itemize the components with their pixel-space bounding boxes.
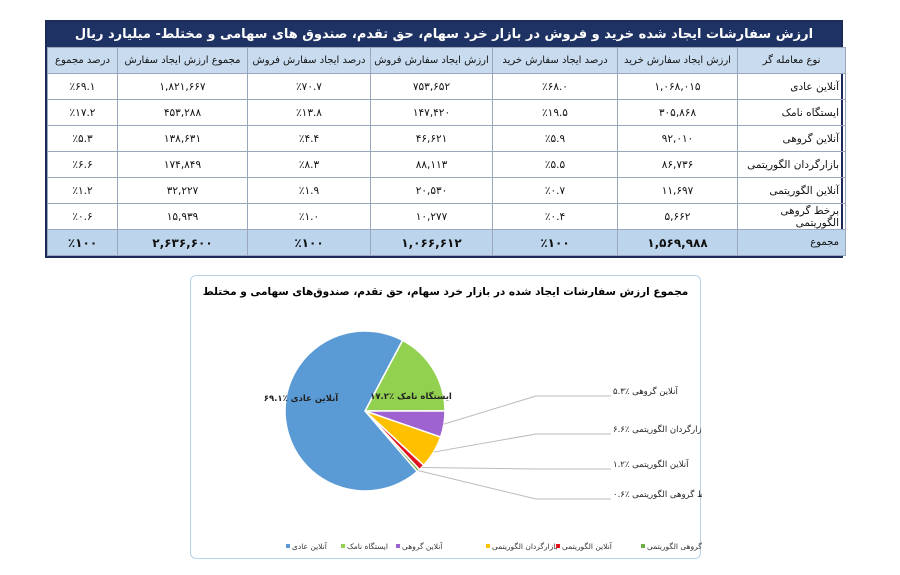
- table-cell: ۵,۶۶۲: [617, 203, 738, 230]
- table-cell: بازارگردان الگوریتمی: [737, 151, 846, 178]
- data-label: آنلاین الگوریتمی ٪۱.۲: [613, 458, 689, 470]
- leader-line: [418, 470, 611, 500]
- table-cell: ٪۶۸.۰: [492, 73, 618, 100]
- pie-slice: [284, 330, 419, 492]
- table-cell: ٪۴.۴: [247, 125, 371, 152]
- legend-swatch: [641, 544, 645, 548]
- table-cell: ۱۵,۹۳۹: [117, 203, 248, 230]
- data-label: آنلاین گروهی ٪۵.۳: [613, 385, 678, 397]
- table-cell: ۳۰۵,۸۶۸: [617, 99, 738, 126]
- table-row: بازارگردان الگوریتمی ۸۶,۷۳۶ ٪۵.۵ ۸۸,۱۱۳ ٪۸.۳…: [47, 151, 846, 178]
- table-cell: ٪۵.۹: [492, 125, 618, 152]
- table-cell: ٪۱۷.۲: [47, 99, 118, 126]
- table-cell: ٪۷۰.۷: [247, 73, 371, 100]
- data-label: برخط گروهی الگوریتمی ٪۰.۶: [613, 489, 702, 500]
- leader-line: [433, 433, 611, 453]
- data-label: آنلاین عادی ٪۶۹.۱: [264, 392, 340, 404]
- legend-swatch: [556, 544, 560, 548]
- leader-line: [421, 466, 611, 470]
- table-cell: ایستگاه نامک: [737, 99, 846, 126]
- table-cell: ۱۳۸,۶۳۱: [117, 125, 248, 152]
- table-cell: ٪۱۹.۵: [492, 99, 618, 126]
- table-row: آنلاین عادی ۱,۰۶۸,۰۱۵ ٪۶۸.۰ ۷۵۳,۶۵۲ ٪۷۰.۷ ۱,۸…: [47, 73, 846, 100]
- total-row: مجموع ۱,۵۶۹,۹۸۸ ٪۱۰۰ ۱,۰۶۶,۶۱۲ ٪۱۰۰ ۲,۶۳۶,۶۰۰…: [47, 229, 846, 256]
- table-row: ایستگاه نامک ۳۰۵,۸۶۸ ٪۱۹.۵ ۱۴۷,۴۲۰ ٪۱۳.۸ ۴۵۳,…: [47, 99, 846, 126]
- legend-swatch: [396, 544, 400, 548]
- table-cell: ٪۰.۴: [492, 203, 618, 230]
- table-cell: ۳۲,۲۲۷: [117, 177, 248, 204]
- table-cell: ۹۲,۰۱۰: [617, 125, 738, 152]
- total-cell: ۱,۰۶۶,۶۱۲: [370, 229, 493, 256]
- data-label: بازارگردان الگوریتمی ٪۶.۶: [613, 424, 702, 435]
- legend-swatch: [486, 544, 490, 548]
- table-row: آنلاین گروهی ۹۲,۰۱۰ ٪۵.۹ ۴۶,۶۲۱ ٪۴.۴ ۱۳۸,۶۳۱ ٪…: [47, 125, 846, 152]
- table-cell: ٪۵.۳: [47, 125, 118, 152]
- column-header: درصد ایجاد سفارش فروش: [247, 47, 371, 74]
- table-cell: ۱,۸۲۱,۶۶۷: [117, 73, 248, 100]
- table-row: برخط گروهی الگوریتمی ۵,۶۶۲ ٪۰.۴ ۱۰,۲۷۷ ٪۱.۰ ۱…: [47, 203, 846, 230]
- column-header: مجموع ارزش ایجاد سفارش: [117, 47, 248, 74]
- legend-label: برخط گروهی الگوریتمی: [647, 542, 702, 551]
- table-cell: ٪۶۹.۱: [47, 73, 118, 100]
- total-cell: ۱,۵۶۹,۹۸۸: [617, 229, 738, 256]
- legend-swatch: [341, 544, 345, 548]
- table-cell: ۸۶,۷۳۶: [617, 151, 738, 178]
- column-header: ارزش ایجاد سفارش فروش: [370, 47, 493, 74]
- table-cell: ۷۵۳,۶۵۲: [370, 73, 493, 100]
- table-cell: آنلاین گروهی: [737, 125, 846, 152]
- table-cell: ۲۰,۵۳۰: [370, 177, 493, 204]
- column-header: نوع معامله گر: [737, 47, 846, 74]
- orders-table: ارزش سفارشات ایجاد شده خرید و فروش در با…: [45, 20, 846, 258]
- table-cell: ٪۸.۳: [247, 151, 371, 178]
- total-cell: ٪۱۰۰: [47, 229, 118, 256]
- total-cell: ٪۱۰۰: [247, 229, 371, 256]
- table-cell: ٪۶.۶: [47, 151, 118, 178]
- table-cell: ٪۱.۰: [247, 203, 371, 230]
- pie-slice: [363, 339, 446, 412]
- total-cell: ۲,۶۳۶,۶۰۰: [117, 229, 248, 256]
- table-cell: آنلاین عادی: [737, 73, 846, 100]
- table-cell: ٪۱.۲: [47, 177, 118, 204]
- legend-label: آنلاین عادی: [292, 541, 328, 551]
- table-cell: ۱۷۴,۸۴۹: [117, 151, 248, 178]
- pie-svg: آنلاین عادی ٪۶۹.۱ ایستگاه نامک ٪۱۷.۲ آنلای…: [264, 330, 702, 551]
- legend-label: ایستگاه نامک: [347, 542, 388, 551]
- table-cell: ۸۸,۱۱۳: [370, 151, 493, 178]
- table-cell: ۴۵۳,۲۸۸: [117, 99, 248, 126]
- table-row: آنلاین الگوریتمی ۱۱,۶۹۷ ٪۰.۷ ۲۰,۵۳۰ ٪۱.۹ ۳۲,۲…: [47, 177, 846, 204]
- column-header: درصد ایجاد سفارش خرید: [492, 47, 618, 74]
- chart-title: مجموع ارزش سفارشات ایجاد شده در بازار خر…: [202, 286, 689, 298]
- table-cell: ٪۰.۷: [492, 177, 618, 204]
- table-cell: ٪۱.۹: [247, 177, 371, 204]
- leader-line: [443, 395, 611, 425]
- table-cell: ۴۶,۶۲۱: [370, 125, 493, 152]
- table-cell: ۱۰,۲۷۷: [370, 203, 493, 230]
- legend-swatch: [286, 544, 290, 548]
- table-cell: آنلاین الگوریتمی: [737, 177, 846, 204]
- table-cell: ۱۱,۶۹۷: [617, 177, 738, 204]
- table-cell: ٪۰.۶: [47, 203, 118, 230]
- total-cell: مجموع: [737, 229, 846, 256]
- total-cell: ٪۱۰۰: [492, 229, 618, 256]
- table-title: ارزش سفارشات ایجاد شده خرید و فروش در با…: [47, 22, 841, 47]
- legend-label: بازارگردان الگوریتمی: [492, 542, 558, 551]
- column-header: ارزش ایجاد سفارش خرید: [617, 47, 738, 74]
- legend-label: آنلاین الگوریتمی: [562, 541, 613, 551]
- table-cell: ۱,۰۶۸,۰۱۵: [617, 73, 738, 100]
- table-cell: ٪۵.۵: [492, 151, 618, 178]
- pie-chart: مجموع ارزش سفارشات ایجاد شده در بازار خر…: [190, 275, 702, 559]
- table-cell: ٪۱۳.۸: [247, 99, 371, 126]
- table-cell: ۱۴۷,۴۲۰: [370, 99, 493, 126]
- column-header: درصد مجموع: [47, 47, 118, 74]
- table-cell: برخط گروهی الگوریتمی: [737, 203, 846, 230]
- data-label: ایستگاه نامک ٪۱۷.۲: [370, 391, 452, 402]
- legend-label: آنلاین گروهی: [402, 541, 443, 551]
- header-row: نوع معامله گر ارزش ایجاد سفارش خرید درصد ا…: [47, 47, 846, 74]
